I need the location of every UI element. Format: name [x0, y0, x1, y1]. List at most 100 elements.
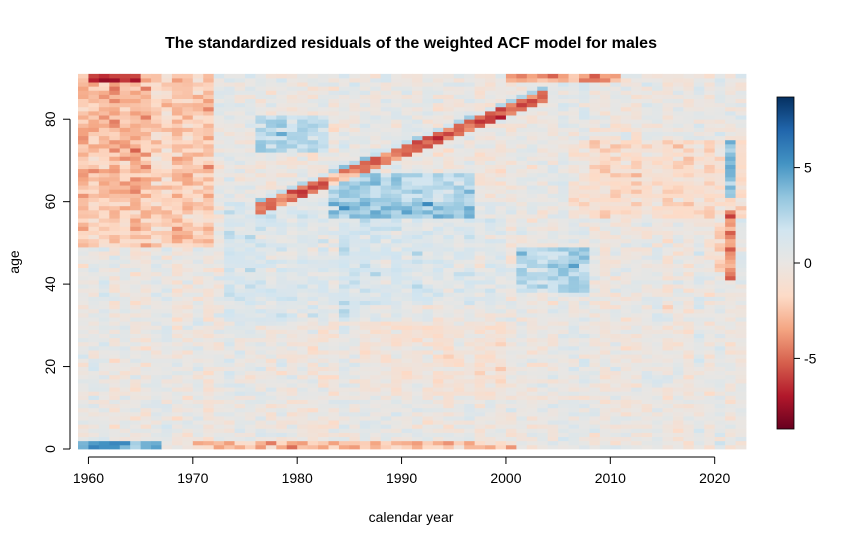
- heatmap-cell: [558, 197, 569, 203]
- heatmap-cell: [412, 436, 423, 442]
- heatmap-cell: [516, 185, 528, 190]
- heatmap-cell: [579, 407, 590, 413]
- heatmap-cell: [328, 214, 340, 219]
- heatmap-cell: [432, 288, 444, 293]
- heatmap-cell: [98, 131, 110, 137]
- heatmap-cell: [599, 436, 611, 442]
- heatmap-cell: [568, 135, 580, 141]
- heatmap-cell: [631, 226, 643, 231]
- heatmap-cell: [359, 106, 371, 112]
- heatmap-cell: [485, 135, 496, 141]
- heatmap-cell: [78, 366, 89, 372]
- heatmap-cell: [443, 143, 455, 149]
- heatmap-cell: [192, 102, 204, 108]
- heatmap-cell: [151, 267, 162, 273]
- heatmap-cell: [109, 218, 121, 223]
- heatmap-cell: [505, 143, 517, 149]
- heatmap-cell: [641, 139, 653, 145]
- heatmap-cell: [422, 321, 434, 326]
- heatmap-cell: [359, 370, 371, 376]
- heatmap-cell: [265, 296, 277, 301]
- heatmap-cell: [443, 218, 455, 223]
- heatmap-cell: [140, 90, 152, 95]
- heatmap-cell: [401, 176, 413, 182]
- heatmap-cell: [161, 329, 173, 334]
- heatmap-cell: [349, 403, 361, 409]
- heatmap-cell: [505, 201, 517, 207]
- heatmap-cell: [78, 428, 89, 433]
- heatmap-cell: [505, 440, 517, 446]
- heatmap-cell: [495, 238, 507, 244]
- heatmap-cell: [391, 378, 402, 384]
- heatmap-cell: [370, 259, 382, 264]
- heatmap-cell: [88, 416, 100, 421]
- heatmap-cell: [171, 106, 183, 112]
- heatmap-cell: [589, 432, 601, 438]
- heatmap-cell: [234, 222, 246, 227]
- heatmap-cell: [412, 304, 423, 310]
- heatmap-cell: [516, 428, 528, 433]
- heatmap-cell: [224, 399, 235, 405]
- heatmap-cell: [245, 172, 256, 178]
- heatmap-cell: [641, 337, 653, 343]
- heatmap-cell: [505, 168, 517, 174]
- heatmap-cell: [610, 312, 622, 318]
- heatmap-cell: [391, 259, 402, 264]
- heatmap-cell: [338, 366, 350, 372]
- heatmap-cell: [547, 123, 559, 128]
- heatmap-cell: [255, 292, 267, 297]
- heatmap-cell: [349, 354, 361, 359]
- heatmap-cell: [265, 259, 277, 264]
- heatmap-cell: [568, 263, 580, 269]
- heatmap-cell: [78, 279, 89, 285]
- heatmap-cell: [109, 181, 121, 186]
- heatmap-cell: [78, 387, 89, 392]
- heatmap-cell: [401, 106, 413, 112]
- heatmap-cell: [161, 82, 173, 87]
- heatmap-cell: [641, 416, 653, 421]
- heatmap-cell: [547, 271, 559, 277]
- heatmap-cell: [526, 312, 538, 318]
- heatmap-cell: [568, 131, 580, 137]
- heatmap-cell: [140, 304, 152, 310]
- heatmap-cell: [119, 193, 131, 198]
- heatmap-cell: [474, 73, 486, 79]
- heatmap-cell: [338, 411, 350, 417]
- heatmap-cell: [599, 325, 611, 330]
- heatmap-cell: [631, 160, 643, 165]
- heatmap-cell: [443, 251, 455, 256]
- heatmap-cell: [391, 288, 402, 293]
- heatmap-cell: [203, 403, 215, 409]
- heatmap-cell: [203, 345, 215, 351]
- heatmap-cell: [464, 156, 476, 161]
- heatmap-cell: [109, 420, 121, 425]
- heatmap-cell: [631, 271, 643, 277]
- heatmap-cell: [391, 238, 402, 244]
- heatmap-cell: [547, 300, 559, 306]
- heatmap-cell: [516, 251, 528, 256]
- heatmap-cell: [485, 86, 496, 91]
- heatmap-cell: [370, 300, 382, 306]
- heatmap-cell: [370, 354, 382, 359]
- heatmap-cell: [359, 94, 371, 100]
- heatmap-cell: [286, 160, 298, 165]
- heatmap-cell: [568, 399, 580, 405]
- heatmap-cell: [453, 337, 465, 343]
- heatmap-cell: [443, 98, 455, 104]
- heatmap-cell: [495, 148, 507, 153]
- heatmap-cell: [119, 329, 131, 334]
- heatmap-cell: [526, 218, 538, 223]
- heatmap-cell: [255, 288, 267, 293]
- heatmap-cell: [485, 127, 496, 132]
- heatmap-cell: [171, 399, 183, 405]
- heatmap-cell: [276, 115, 288, 120]
- heatmap-cell: [599, 420, 611, 425]
- heatmap-cell: [516, 222, 528, 227]
- heatmap-cell: [412, 168, 423, 174]
- heatmap-cell: [192, 358, 204, 363]
- heatmap-cell: [203, 90, 215, 95]
- heatmap-cell: [78, 73, 89, 79]
- heatmap-cell: [130, 387, 142, 392]
- heatmap-cell: [245, 218, 256, 223]
- heatmap-cell: [495, 440, 507, 446]
